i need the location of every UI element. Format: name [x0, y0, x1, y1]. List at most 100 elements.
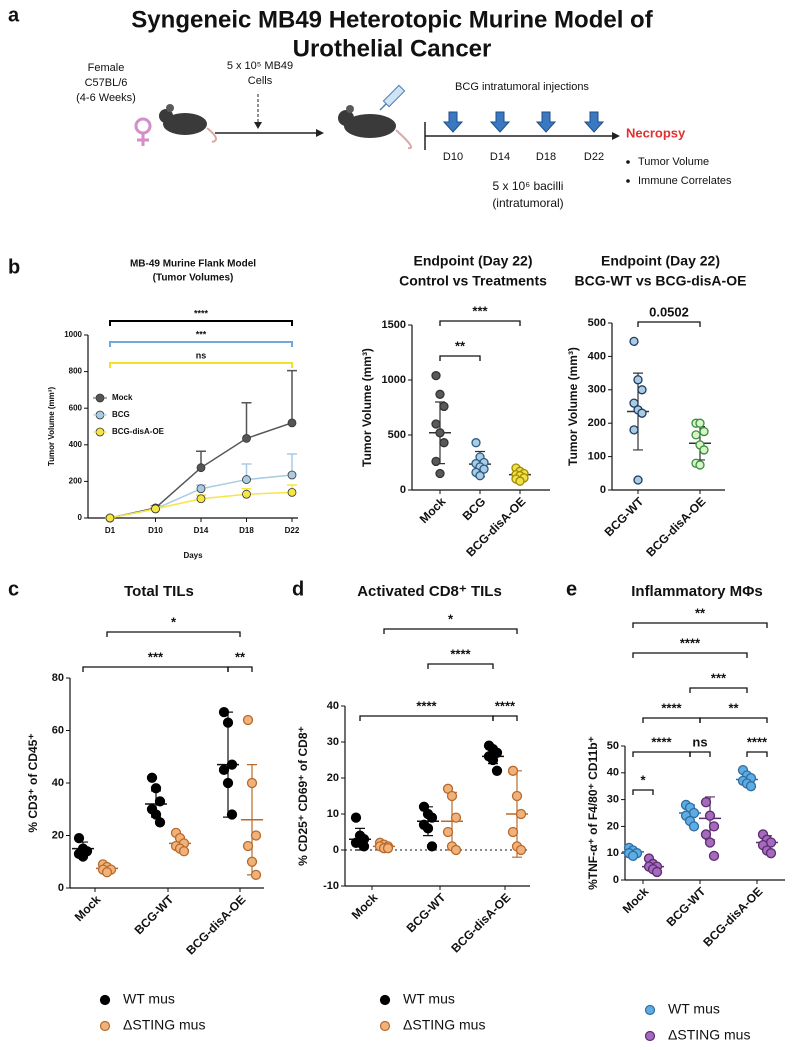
y-tick-label: 40	[607, 767, 619, 779]
chart-title: Total TILs	[124, 583, 194, 600]
chart-title: Endpoint (Day 22)	[601, 253, 720, 269]
y-axis-label: % CD3⁺ of CD45⁺	[26, 733, 40, 832]
data-point	[633, 375, 643, 385]
y-tick-label: 0	[600, 484, 606, 496]
data-point	[426, 812, 438, 823]
y-tick-label: 0	[58, 882, 64, 894]
day-label: D18	[536, 151, 556, 163]
diagram: Syngeneic MB49 Heterotopic Murine Model …	[76, 6, 732, 210]
significance-bracket	[746, 751, 768, 757]
data-point	[73, 832, 85, 844]
data-point	[708, 821, 720, 832]
panel-label: b	[8, 256, 20, 278]
data-point	[688, 821, 700, 832]
y-tick-label: 800	[69, 367, 83, 376]
data-point	[446, 790, 458, 802]
y-tick-label: 0	[613, 874, 619, 886]
x-tick-label: BCG-disA-OE	[643, 494, 708, 559]
legend-marker	[99, 1020, 111, 1032]
legend-label: WT mus	[668, 1001, 720, 1017]
significance-bracket	[109, 341, 293, 347]
significance-bracket	[642, 717, 701, 723]
y-tick-label: 400	[69, 440, 83, 449]
y-tick-label: 400	[588, 350, 606, 362]
data-point	[435, 389, 445, 399]
significance-bracket	[439, 355, 481, 361]
legend-label: BCG-disA-OE	[112, 427, 165, 436]
data-point	[439, 401, 449, 412]
chart-subtitle: (Tumor Volumes)	[153, 273, 234, 284]
significance-bracket	[427, 663, 494, 669]
y-axis-label: % CD25⁺ CD69⁺ of CD8⁺	[296, 726, 310, 866]
y-tick-label: 80	[52, 672, 64, 684]
significance-label: **	[728, 700, 739, 715]
injection-label: Cells	[248, 75, 273, 87]
readout: Immune Correlates	[638, 175, 732, 187]
chart-title: MB-49 Murine Flank Model	[130, 259, 256, 270]
data-point	[511, 790, 523, 802]
x-tick-label: Mock	[72, 892, 104, 924]
arrow-head	[612, 132, 620, 140]
data-point	[515, 476, 525, 486]
legend-marker	[644, 1004, 656, 1016]
data-point	[146, 772, 158, 783]
mouse-label: C57BL/6	[85, 77, 128, 89]
significance-bracket	[227, 666, 253, 672]
data-point	[382, 843, 394, 854]
legend-label: WT mus	[403, 991, 455, 1007]
data-point	[435, 468, 445, 479]
data-point	[765, 848, 777, 859]
x-tick-label: D18	[239, 526, 254, 535]
y-tick-label: 500	[388, 429, 406, 441]
data-point	[629, 336, 639, 347]
dose-label: (intratumoral)	[492, 196, 563, 210]
data-point	[629, 398, 639, 408]
significance-label: ****	[450, 646, 471, 661]
marker	[287, 470, 297, 480]
significance-label: ***	[196, 329, 207, 339]
y-axis-label: Tumor Volume (mm³)	[47, 387, 56, 467]
legend-label: WT mus	[123, 991, 175, 1007]
data-point	[218, 764, 230, 776]
data-point	[515, 844, 527, 856]
y-tick-label: 50	[607, 740, 619, 752]
marker	[287, 487, 297, 497]
data-point	[358, 841, 370, 852]
data-point	[250, 869, 262, 881]
arrow-head	[254, 122, 262, 129]
chart-title: Endpoint (Day 22)	[413, 253, 532, 269]
y-tick-label: 10	[607, 847, 619, 859]
data-point	[154, 796, 166, 807]
y-tick-label: 1000	[64, 330, 82, 339]
data-point	[422, 823, 434, 834]
significance-label: ****	[661, 700, 682, 715]
marker	[242, 489, 251, 499]
data-point	[246, 856, 258, 867]
x-tick-label: Mock	[349, 890, 381, 922]
data-point	[699, 445, 709, 455]
significance-label: ***	[472, 303, 488, 318]
chart-title: Activated CD8⁺ TILs	[357, 583, 502, 600]
arrow-head	[316, 129, 324, 137]
y-tick-label: 0	[400, 484, 406, 496]
y-tick-label: 20	[52, 829, 64, 841]
significance-label: *	[448, 611, 454, 626]
data-point	[491, 765, 503, 776]
legend-label: ΔSTING mus	[403, 1017, 485, 1033]
significance-bracket	[82, 666, 229, 672]
significance-label: ****	[651, 734, 672, 749]
data-point	[507, 765, 519, 776]
data-point	[637, 385, 647, 395]
y-tick-label: 200	[69, 477, 83, 486]
y-tick-label: -10	[323, 880, 339, 892]
day-label: D14	[490, 151, 510, 163]
syringe-icon	[379, 84, 406, 111]
significance-bracket	[632, 751, 691, 757]
legend-label: ΔSTING mus	[668, 1027, 750, 1043]
significance-bracket	[689, 687, 748, 693]
y-tick-label: 30	[327, 736, 339, 748]
significance-bracket	[632, 652, 748, 658]
bullet	[626, 160, 630, 164]
y-tick-label: 300	[588, 384, 606, 396]
